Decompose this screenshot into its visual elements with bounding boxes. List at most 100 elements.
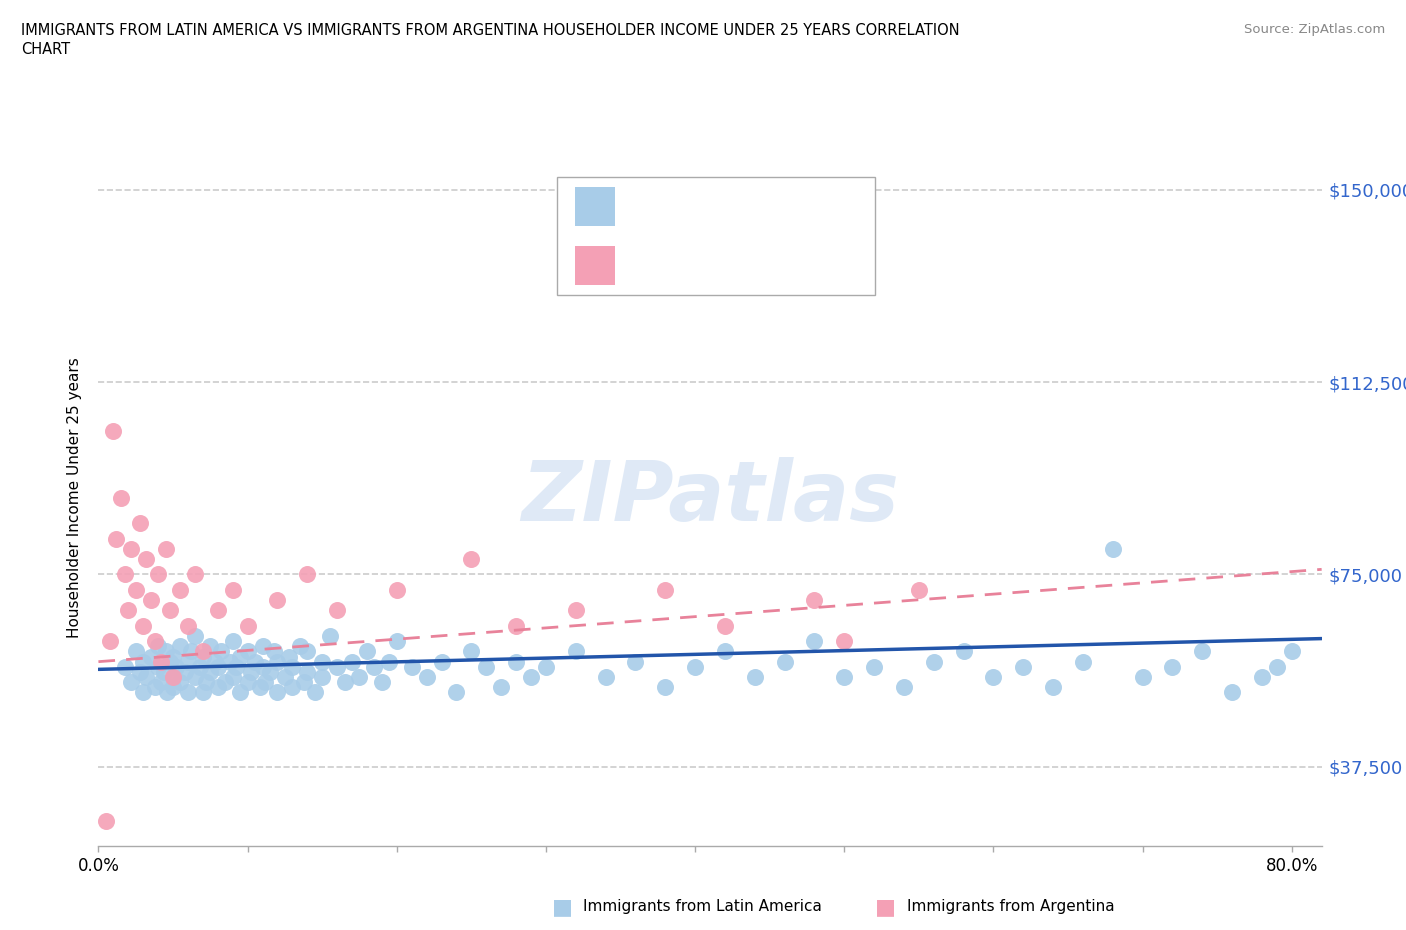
Point bbox=[1161, 659, 1184, 674]
Point bbox=[103, 423, 125, 438]
Point bbox=[297, 665, 319, 680]
Point bbox=[146, 639, 169, 654]
Point bbox=[263, 644, 285, 658]
Point bbox=[146, 567, 169, 582]
Point bbox=[177, 685, 200, 700]
Point bbox=[125, 582, 148, 597]
Point bbox=[922, 654, 945, 669]
Point bbox=[132, 618, 155, 633]
Point bbox=[225, 659, 247, 674]
Point bbox=[117, 603, 139, 618]
Point bbox=[146, 659, 169, 674]
Text: R = 0.100: R = 0.100 bbox=[630, 197, 720, 216]
Point bbox=[221, 633, 243, 648]
Text: ZIPatlas: ZIPatlas bbox=[522, 457, 898, 538]
Point bbox=[143, 633, 166, 648]
Point bbox=[162, 680, 184, 695]
Point bbox=[893, 680, 915, 695]
Point bbox=[297, 644, 319, 658]
Point bbox=[1012, 659, 1035, 674]
Point bbox=[430, 654, 453, 669]
Point bbox=[475, 659, 498, 674]
Point bbox=[803, 592, 825, 607]
Point bbox=[385, 633, 408, 648]
Point bbox=[714, 644, 737, 658]
Point bbox=[150, 654, 173, 669]
Point bbox=[200, 665, 222, 680]
Point bbox=[174, 665, 197, 680]
Point bbox=[184, 670, 207, 684]
Text: N = 130: N = 130 bbox=[734, 197, 807, 216]
Point bbox=[114, 659, 136, 674]
Point bbox=[378, 654, 401, 669]
Point bbox=[333, 675, 356, 690]
Text: Immigrants from Argentina: Immigrants from Argentina bbox=[907, 899, 1115, 914]
Point bbox=[281, 659, 304, 674]
Point bbox=[252, 639, 274, 654]
Point bbox=[221, 670, 243, 684]
Point bbox=[229, 685, 252, 700]
Point bbox=[114, 567, 136, 582]
Point bbox=[278, 649, 301, 664]
Point bbox=[803, 633, 825, 648]
Point bbox=[110, 490, 132, 505]
Point bbox=[624, 654, 647, 669]
Point bbox=[311, 670, 333, 684]
Point bbox=[135, 551, 157, 566]
Point bbox=[311, 654, 333, 669]
Point bbox=[254, 675, 277, 690]
Point bbox=[129, 665, 152, 680]
Point bbox=[683, 659, 706, 674]
Point bbox=[266, 654, 288, 669]
Point bbox=[105, 531, 128, 546]
Point bbox=[120, 675, 142, 690]
Point bbox=[318, 629, 340, 644]
Point bbox=[221, 582, 243, 597]
Point bbox=[654, 680, 676, 695]
Point bbox=[169, 639, 191, 654]
Point bbox=[363, 659, 385, 674]
FancyBboxPatch shape bbox=[575, 187, 614, 226]
Point bbox=[489, 680, 512, 695]
Point bbox=[952, 644, 974, 658]
Point bbox=[200, 639, 222, 654]
Point bbox=[204, 654, 226, 669]
Point bbox=[714, 618, 737, 633]
Y-axis label: Householder Income Under 25 years: Householder Income Under 25 years bbox=[67, 357, 83, 638]
Point bbox=[98, 633, 121, 648]
Point bbox=[155, 644, 177, 658]
Point bbox=[207, 659, 229, 674]
Point bbox=[297, 567, 319, 582]
Point bbox=[236, 675, 259, 690]
Point bbox=[184, 629, 207, 644]
Point bbox=[162, 670, 184, 684]
Point bbox=[139, 592, 162, 607]
Point bbox=[446, 685, 468, 700]
Point bbox=[177, 618, 200, 633]
Point bbox=[188, 659, 211, 674]
Point bbox=[773, 654, 796, 669]
Point bbox=[207, 603, 229, 618]
Point bbox=[236, 644, 259, 658]
Point bbox=[139, 649, 162, 664]
Point bbox=[983, 670, 1005, 684]
Point bbox=[1042, 680, 1064, 695]
Point bbox=[120, 541, 142, 556]
Point bbox=[266, 592, 288, 607]
Point bbox=[1101, 541, 1123, 556]
FancyBboxPatch shape bbox=[557, 177, 875, 296]
Point bbox=[401, 659, 423, 674]
Point bbox=[326, 603, 349, 618]
Point bbox=[191, 649, 214, 664]
Point bbox=[252, 659, 274, 674]
Point bbox=[259, 665, 281, 680]
Point bbox=[169, 675, 191, 690]
Point bbox=[832, 633, 855, 648]
Point bbox=[356, 644, 378, 658]
Point bbox=[460, 644, 482, 658]
Point bbox=[239, 665, 262, 680]
Point bbox=[94, 813, 117, 828]
Point bbox=[415, 670, 437, 684]
Point bbox=[292, 675, 315, 690]
Point bbox=[169, 582, 191, 597]
